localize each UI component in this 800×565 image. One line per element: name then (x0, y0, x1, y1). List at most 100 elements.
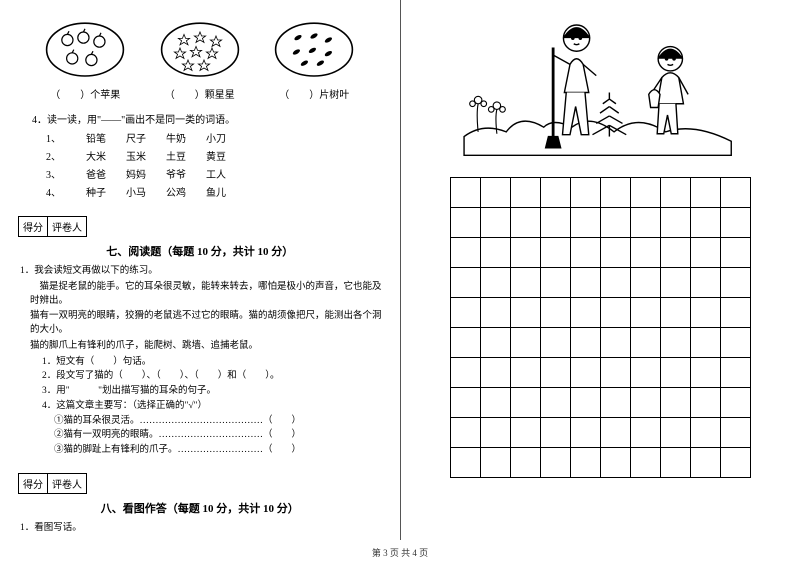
s7-para3: 猫的脚爪上有锋利的爪子，能爬树、跳墙、追捕老鼠。 (30, 340, 382, 354)
s7-choice3: ③猫的脚趾上有锋利的爪子。………………………（ ） (54, 444, 382, 458)
grid-cell (570, 208, 600, 238)
grid-cell (720, 208, 750, 238)
grid-cell (480, 328, 510, 358)
score-label: 得分 (19, 217, 48, 236)
grid-cell (450, 238, 480, 268)
grid-cell (450, 298, 480, 328)
plate-leaves: （ ）片树叶 (274, 20, 354, 101)
grid-cell (570, 358, 600, 388)
grid-cell (510, 238, 540, 268)
grid-cell (480, 418, 510, 448)
grid-cell (720, 388, 750, 418)
grid-cell (660, 208, 690, 238)
grid-cell (600, 418, 630, 448)
grid-cell (510, 298, 540, 328)
grid-cell (600, 298, 630, 328)
apples-icon (45, 20, 125, 80)
grid-cell (570, 418, 600, 448)
grid-cell (630, 298, 660, 328)
plate-stars: （ ）颗星星 (160, 20, 240, 101)
star-count-label: （ ）颗星星 (160, 86, 240, 101)
grid-cell (690, 298, 720, 328)
grid-cell (630, 208, 660, 238)
grid-cell (660, 418, 690, 448)
grid-cell (510, 268, 540, 298)
reading-block: 1．我会读短文再做以下的练习。 猫是捉老鼠的能手。它的耳朵很灵敏，能转来转去，哪… (18, 265, 382, 458)
grid-cell (660, 268, 690, 298)
s7-sub3: 3．用" "划出描写猫的耳朵的句子。 (42, 385, 382, 399)
grid-cell (600, 388, 630, 418)
score-box-8: 得分 评卷人 (18, 473, 87, 494)
grid-cell (690, 448, 720, 478)
planting-icon (455, 10, 745, 160)
grader-label: 评卷人 (48, 217, 86, 236)
grid-cell (600, 238, 630, 268)
q4-row-3: 3、爸爸妈妈爷爷工人 (46, 166, 382, 181)
grid-cell (690, 418, 720, 448)
grid-cell (720, 298, 750, 328)
grid-cell (720, 268, 750, 298)
grid-cell (630, 388, 660, 418)
grid-cell (510, 328, 540, 358)
s7-sub2: 2．段文写了猫的（ ）、（ ）、（ ）和（ ）。 (42, 370, 382, 384)
grid-cell (540, 178, 570, 208)
grid-cell (540, 448, 570, 478)
grid-cell (570, 388, 600, 418)
grid-cell (570, 328, 600, 358)
grid-cell (690, 238, 720, 268)
grid-cell (630, 358, 660, 388)
grid-cell (600, 268, 630, 298)
s7-para2: 猫有一双明亮的眼睛，狡猾的老鼠逃不过它的眼睛。猫的胡须像把尺，能测出各个洞的大小… (30, 310, 382, 338)
grid-cell (540, 388, 570, 418)
grid-cell (720, 328, 750, 358)
grid-cell (540, 358, 570, 388)
grid-cell (510, 418, 540, 448)
grid-cell (570, 448, 600, 478)
grid-cell (570, 178, 600, 208)
grid-cell (450, 208, 480, 238)
section-8-title: 八、看图作答（每题 10 分，共计 10 分） (18, 500, 382, 516)
grid-cell (690, 358, 720, 388)
grader-label-8: 评卷人 (48, 474, 86, 493)
grid-cell (480, 358, 510, 388)
grid-cell (480, 178, 510, 208)
grid-cell (480, 448, 510, 478)
grid-cell (720, 448, 750, 478)
grid-cell (450, 178, 480, 208)
grid-cell (600, 448, 630, 478)
planting-illustration (419, 10, 783, 163)
grid-cell (450, 328, 480, 358)
grid-cell (450, 358, 480, 388)
grid-cell (510, 178, 540, 208)
grid-cell (630, 418, 660, 448)
grid-cell (660, 358, 690, 388)
grid-cell (690, 268, 720, 298)
s7-sub1: 1．短文有（ ）句话。 (42, 356, 382, 370)
question-4: 4．读一读，用"——"画出不是同一类的词语。 1、铅笔尺子牛奶小刀 2、大米玉米… (32, 111, 382, 199)
s7-stem: 1．我会读短文再做以下的练习。 (20, 265, 382, 279)
leaf-count-label: （ ）片树叶 (274, 86, 354, 101)
grid-cell (630, 448, 660, 478)
right-column (401, 0, 800, 540)
grid-cell (450, 418, 480, 448)
grid-cell (600, 358, 630, 388)
s7-choice1: ①猫的耳朵很灵活。…………………………………（ ） (54, 415, 382, 429)
grid-cell (720, 238, 750, 268)
grid-cell (510, 448, 540, 478)
grid-cell (450, 268, 480, 298)
grid-cell (600, 328, 630, 358)
leaves-icon (274, 20, 354, 80)
grid-cell (450, 388, 480, 418)
grid-cell (630, 328, 660, 358)
answer-grid (450, 177, 751, 478)
s8-block: 1．看图写话。 (18, 522, 382, 536)
grid-cell (510, 388, 540, 418)
stars-icon (160, 20, 240, 80)
q4-row-1: 1、铅笔尺子牛奶小刀 (46, 130, 382, 145)
grid-cell (690, 388, 720, 418)
q4-row-2: 2、大米玉米土豆黄豆 (46, 148, 382, 163)
score-label-8: 得分 (19, 474, 48, 493)
s8-stem: 1．看图写话。 (20, 522, 382, 536)
score-box-7: 得分 评卷人 (18, 216, 87, 237)
grid-cell (480, 388, 510, 418)
